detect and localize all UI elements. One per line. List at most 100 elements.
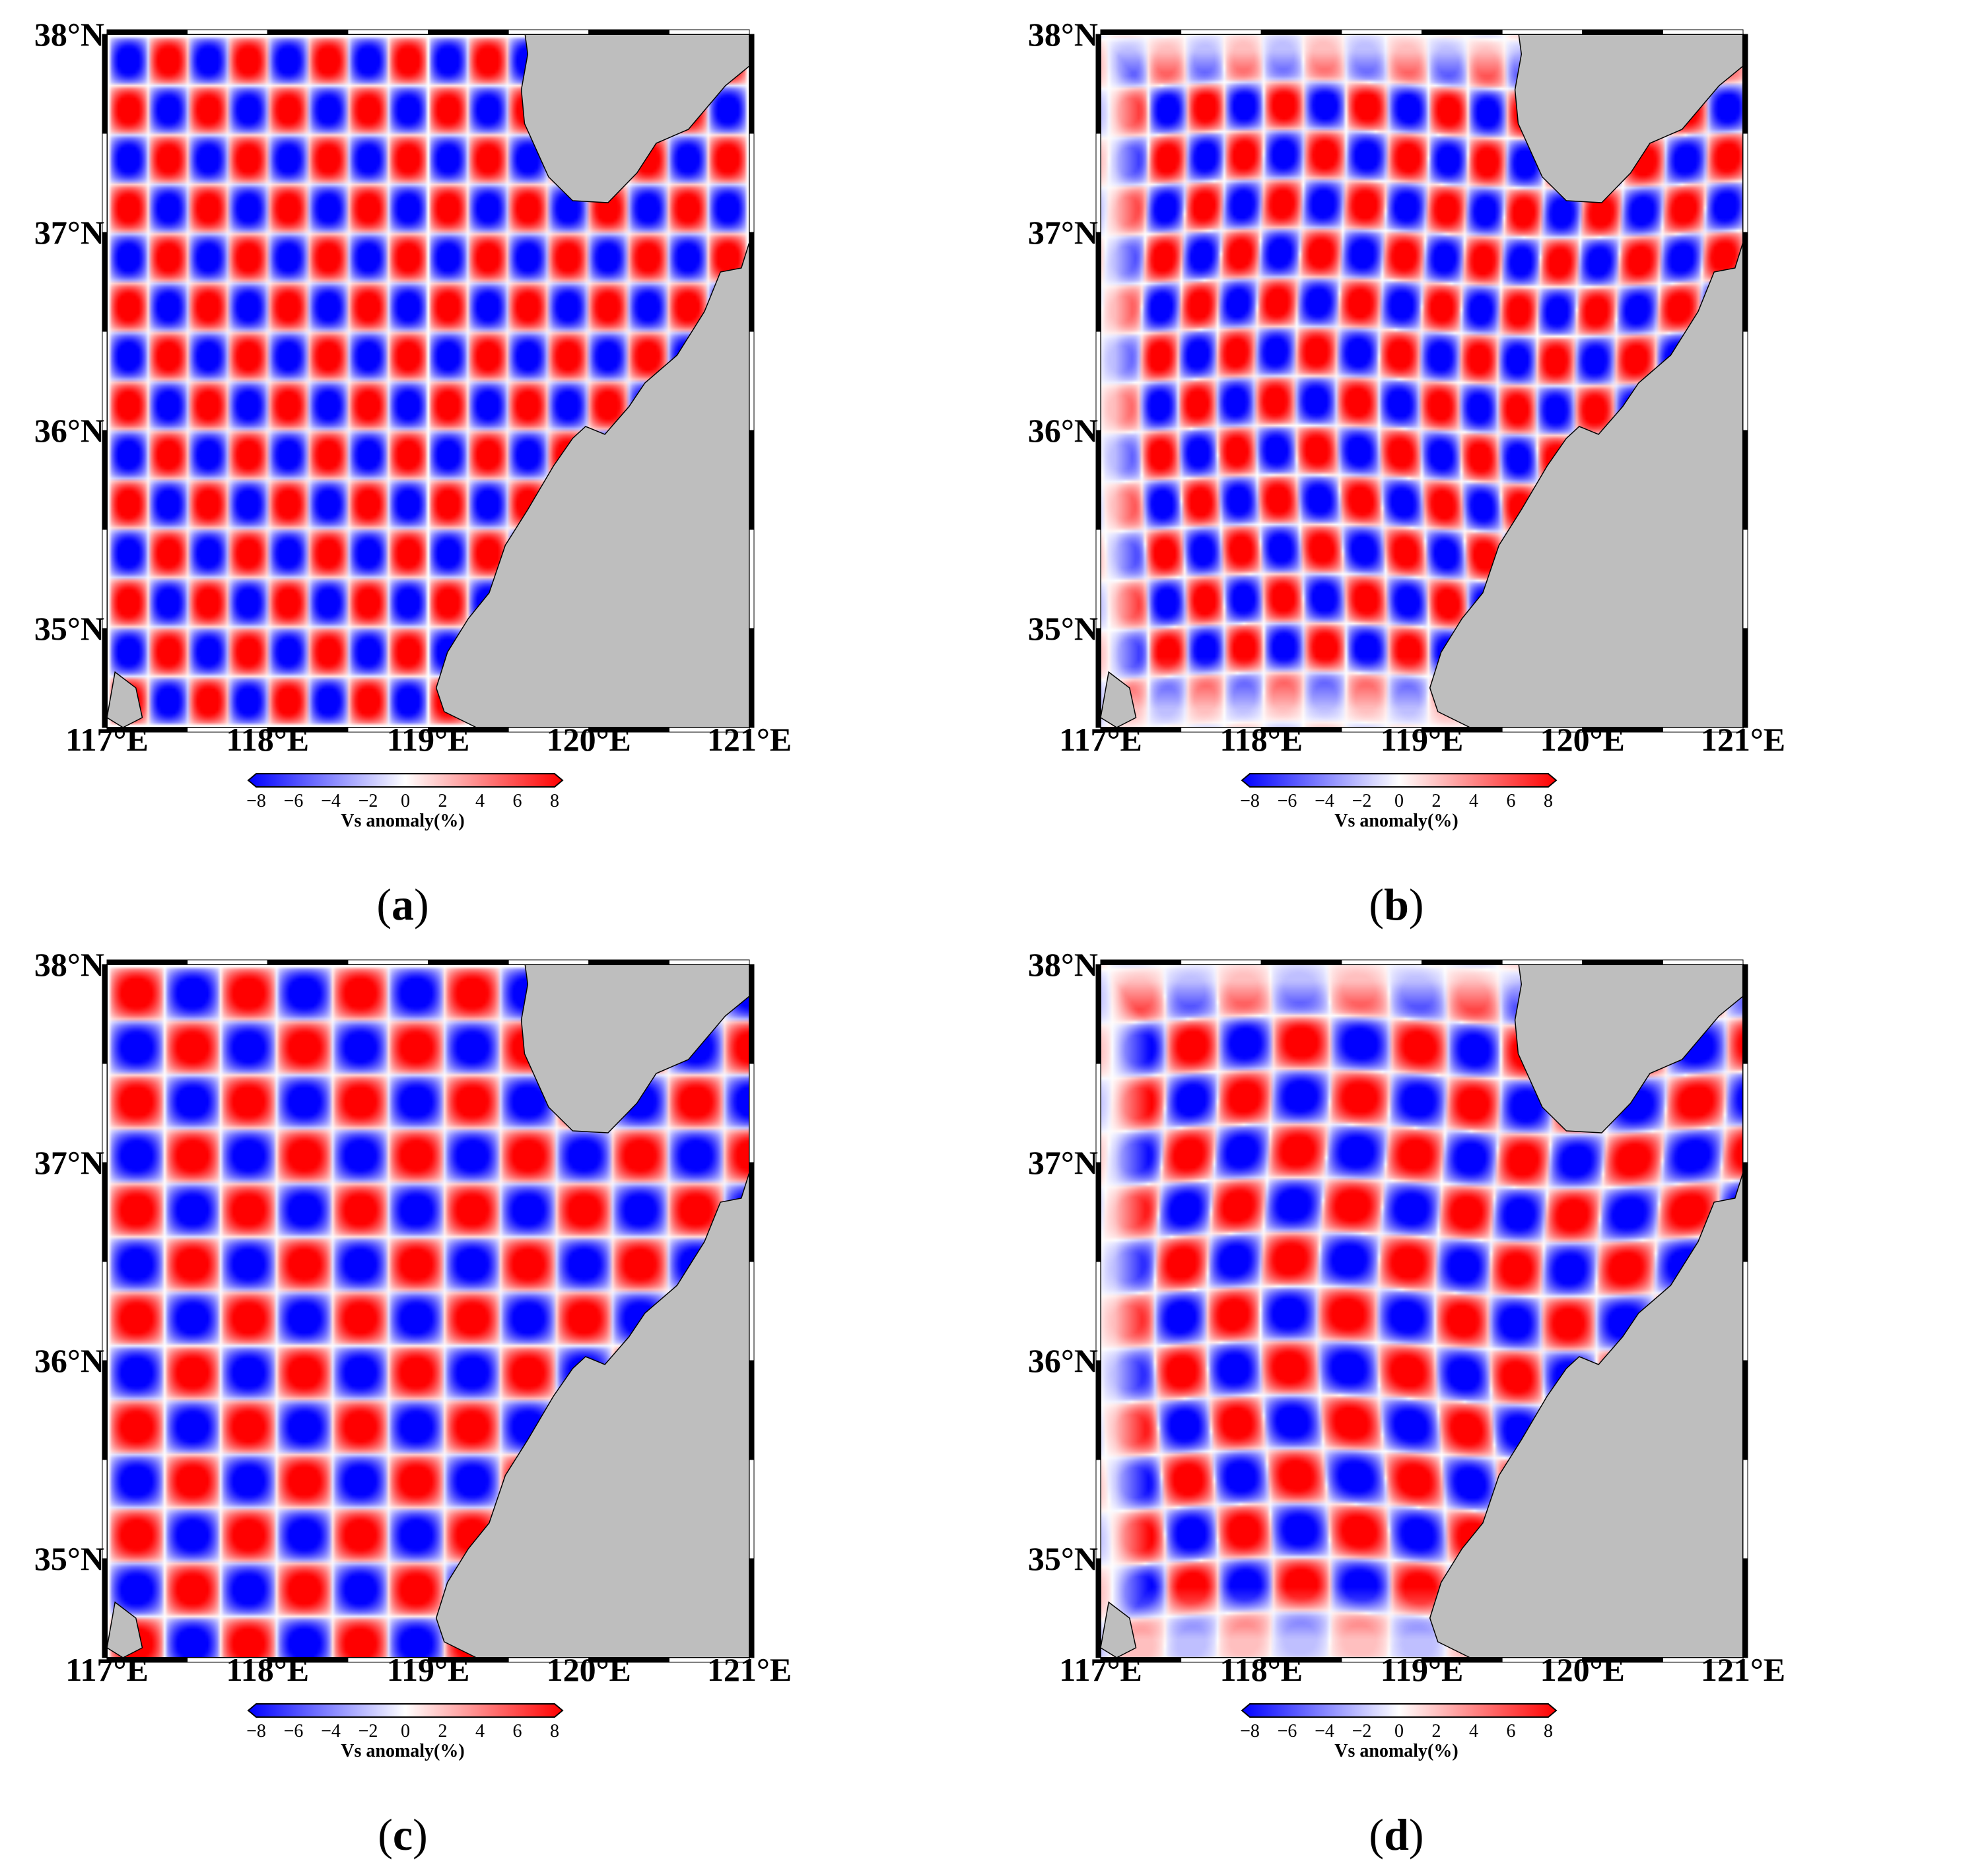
frame-segment [1582,29,1663,35]
colorbar-tick-label: −2 [1352,1721,1372,1742]
frame-segment [749,34,755,134]
frame-segment [1662,959,1744,965]
longitude-label: 121°E [1700,1651,1786,1688]
frame-segment [668,29,750,35]
panel-letter: b [1384,879,1409,930]
frame-segment [749,1459,755,1559]
panel-letter: c [392,1810,413,1860]
frame-segment [1742,1063,1748,1163]
longitude-label: 121°E [1700,721,1786,758]
frame-segment [749,529,755,629]
colorbar-tick-label: 4 [475,791,485,811]
frame-segment [428,959,509,965]
longitude-label: 121°E [706,721,792,758]
colorbar-tick-label: −8 [1240,791,1260,811]
longitude-label: 119°E [386,721,470,758]
frame-segment [1501,29,1583,35]
island [1101,671,1137,727]
colorbar-tick-label: 0 [1394,791,1404,811]
colorbar-label: Vs anomaly(%) [341,1741,465,1761]
frame-segment [267,959,349,965]
frame-segment [668,959,750,965]
frame-segment [1742,1459,1748,1559]
frame-segment [1742,1558,1748,1658]
latitude-label: 36°N [1027,412,1098,449]
colorbar-tick-label: −8 [246,1721,266,1742]
longitude-label: 120°E [546,1651,631,1688]
colorbar-tick-label: −4 [321,791,341,811]
frame-segment [1662,727,1744,733]
latitude-label: 37°N [34,214,104,251]
longitude-label: 119°E [1380,721,1464,758]
frame-segment [1181,959,1262,965]
map-panel-c: 38°N 37°N 36°N 35°N 117°E 118°E 119°E 120°E 121°… [0,930,994,1860]
frame-segment [668,1657,750,1663]
colorbar-tick-label: −6 [1277,1721,1297,1742]
land-mass [435,34,749,727]
colorbar-tick-label: −4 [321,1721,341,1742]
map-overlay [102,959,755,1718]
latitude-label: 38°N [1027,16,1098,53]
frame-segment [102,964,108,1064]
longitude-label: 118°E [1219,1651,1303,1688]
frame-segment [1260,959,1342,965]
colorbar-tick-label: 0 [1394,1721,1404,1742]
frame-segment [1742,331,1748,431]
frame-segment [1181,29,1262,35]
panel-label: (c) [378,1810,428,1860]
colorbar-tick-label: −6 [1277,791,1297,811]
colorbar-tick-label: −6 [283,1721,304,1742]
latitude-label: 36°N [34,412,104,449]
land-mass [1429,34,1743,727]
panel-label: (b) [1369,879,1424,930]
latitude-label: 35°N [34,610,104,647]
latitude-label: 38°N [34,16,104,53]
frame-segment [1742,529,1748,629]
latitude-label: 35°N [34,1540,104,1577]
frame-segment [508,29,590,35]
frame-segment [1260,29,1342,35]
colorbar-tick-label: −2 [1352,791,1372,811]
frame-segment [1742,628,1748,728]
frame-segment [749,430,755,530]
longitude-label: 120°E [546,721,631,758]
colorbar-tick-label: −8 [246,791,266,811]
colorbar-tick-label: 2 [438,791,448,811]
longitude-label: 118°E [226,721,310,758]
colorbar-tick-label: 0 [401,1721,410,1742]
colorbar-tick-label: 8 [550,791,559,811]
land-mass [435,964,749,1658]
map-panel-b: 38°N 37°N 36°N 35°N 117°E 118°E 119°E 120°E 121°… [994,0,1987,930]
frame-segment [187,959,268,965]
island [107,1601,143,1658]
colorbar-tick-label: 8 [1544,1721,1553,1742]
colorbar-tick-label: 8 [550,1721,559,1742]
frame-segment [1742,1360,1748,1460]
colorbar-tick-label: 6 [512,791,522,811]
frame-segment [1341,29,1422,35]
panel-label: (a) [376,879,429,930]
colorbar-label: Vs anomaly(%) [1334,811,1458,831]
frame-segment [1100,959,1182,965]
latitude-label: 37°N [34,1144,104,1181]
colorbar [1241,773,1558,788]
colorbar-tick-label: −2 [358,1721,378,1742]
colorbar-tick-label: 2 [1431,1721,1441,1742]
frame-segment [749,232,755,332]
frame-segment [1100,29,1182,35]
frame-segment [106,959,188,965]
frame-segment [749,1360,755,1460]
frame-segment [1341,959,1422,965]
frame-segment [749,1558,755,1658]
map-overlay [1095,959,1748,1718]
frame-segment [347,959,428,965]
panel-letter: a [392,879,414,930]
colorbar [247,1703,564,1718]
colorbar-tick-label: 8 [1544,791,1553,811]
frame-segment [749,331,755,431]
map-overlay [102,29,755,788]
panel-letter: d [1384,1810,1409,1860]
frame-segment [1742,133,1748,233]
longitude-label: 118°E [1219,721,1303,758]
latitude-label: 36°N [1027,1342,1098,1379]
